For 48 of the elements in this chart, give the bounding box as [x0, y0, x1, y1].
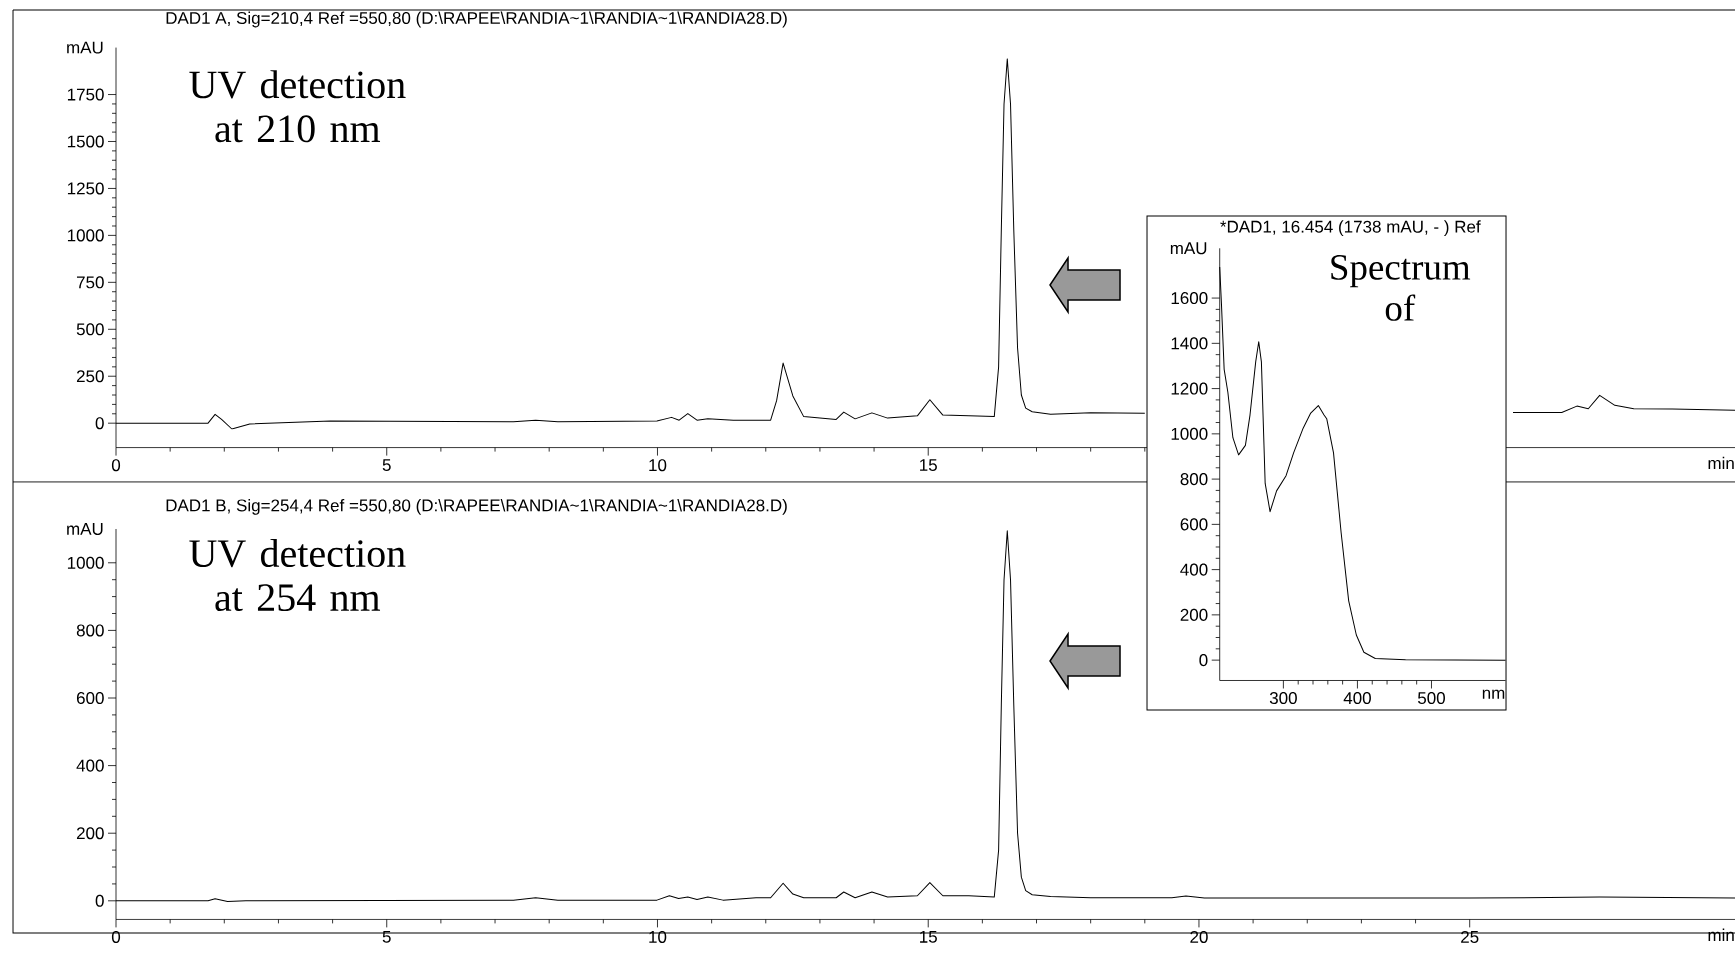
annotation: Spectrum of — [1331, 254, 1471, 321]
x-tick-label: 0 — [111, 930, 121, 943]
y-tick-label: 1500 — [67, 135, 104, 148]
y-axis-title: mAU — [1170, 242, 1207, 255]
y-tick-label: 800 — [76, 624, 104, 637]
x-tick-label: 0 — [111, 459, 121, 472]
y-tick-label: 1750 — [67, 88, 104, 101]
x-tick-label: 15 — [920, 930, 937, 943]
y-tick-label: 250 — [76, 370, 104, 383]
y-tick-label: 200 — [76, 827, 104, 840]
x-tick-label: 500 — [1417, 692, 1445, 705]
annotation: UV detection at 210 nm — [189, 70, 406, 143]
x-axis-title: min — [1708, 928, 1734, 941]
x-tick-label: 5 — [382, 930, 391, 943]
y-axis-title: mAU — [67, 523, 103, 535]
y-tick-label: 0 — [95, 417, 104, 430]
y-tick-label: 1200 — [1171, 382, 1208, 395]
x-axis-title: min — [1708, 456, 1734, 470]
chart-title: DAD1 B, Sig=254,4 Ref =550,80 (D:\RAPEE\RANDIA~1\RANDIA~1\RANDIA28.D) — [166, 498, 787, 515]
x-axis-title: nm — [1482, 689, 1505, 699]
x-tick-label: 25 — [1461, 930, 1479, 943]
y-tick-label: 600 — [76, 691, 104, 705]
x-tick-label: 10 — [649, 930, 667, 943]
x-tick-label: 5 — [382, 459, 391, 471]
annotation: UV detection at 254 nm — [189, 538, 406, 612]
y-tick-label: 0 — [95, 894, 104, 907]
y-tick-label: 1000 — [1171, 427, 1208, 440]
y-tick-label: 800 — [1180, 473, 1208, 486]
y-tick-label: 200 — [1180, 608, 1208, 621]
y-tick-label: 1000 — [67, 556, 104, 569]
y-tick-label: 400 — [76, 759, 104, 772]
y-tick-label: 1250 — [67, 182, 104, 195]
y-tick-label: 600 — [1180, 518, 1208, 531]
y-tick-label: 1600 — [1171, 292, 1208, 305]
x-tick-label: 15 — [920, 459, 937, 471]
chart-title: *DAD1, 16.454 (1738 mAU, - ) Ref — [1220, 220, 1481, 237]
y-tick-label: 400 — [1180, 563, 1208, 576]
y-tick-label: 500 — [76, 323, 104, 336]
x-tick-label: 400 — [1343, 692, 1371, 705]
x-tick-label: 300 — [1269, 692, 1297, 705]
y-axis-title: mAU — [67, 41, 103, 54]
chart-title: DAD1 A, Sig=210,4 Ref =550,80 (D:\RAPEE\RANDIA~1\RANDIA~1\RANDIA28.D) — [166, 11, 787, 28]
y-tick-label: 1000 — [67, 229, 104, 242]
x-tick-label: 20 — [1190, 930, 1208, 943]
y-tick-label: 1400 — [1171, 337, 1208, 350]
y-tick-label: 0 — [1199, 654, 1208, 667]
y-tick-label: 750 — [76, 276, 104, 289]
x-tick-label: 10 — [649, 459, 667, 472]
